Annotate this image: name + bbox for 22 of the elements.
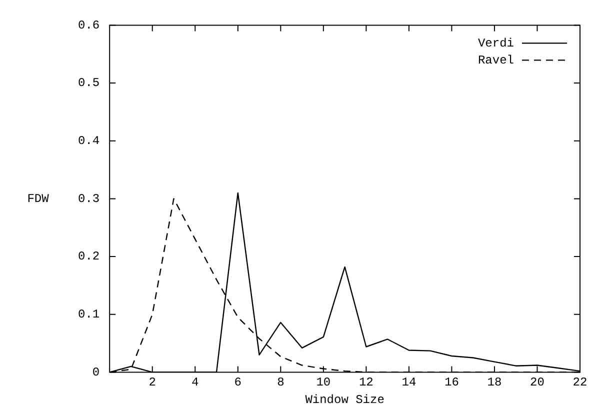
x-tick-label: 22	[572, 376, 588, 390]
x-axis-title: Window Size	[305, 392, 384, 407]
x-tick-label: 14	[402, 376, 416, 390]
y-tick-label: 0.2	[78, 250, 100, 264]
x-tick-label: 12	[358, 376, 374, 390]
legend-label: Verdi	[478, 36, 514, 50]
x-tick-label: 8	[277, 376, 284, 390]
x-tick-label: 20	[530, 376, 544, 390]
x-tick-label: 6	[234, 376, 242, 390]
legend-label: Ravel	[478, 53, 514, 68]
x-tick-label: 18	[487, 376, 502, 390]
x-tick-label: 2	[148, 376, 156, 390]
y-tick-label: 0.4	[78, 134, 100, 148]
y-tick-label: 0.6	[78, 18, 100, 32]
x-tick-label: 4	[192, 376, 199, 390]
y-tick-label: 0.1	[78, 308, 100, 322]
y-axis-title: FDW	[27, 192, 50, 206]
y-tick-label: 0.3	[78, 192, 100, 206]
y-tick-label: 0	[92, 365, 100, 380]
x-tick-label: 10	[316, 376, 331, 390]
y-tick-label: 0.5	[78, 76, 100, 90]
x-tick-label: 16	[444, 376, 459, 390]
